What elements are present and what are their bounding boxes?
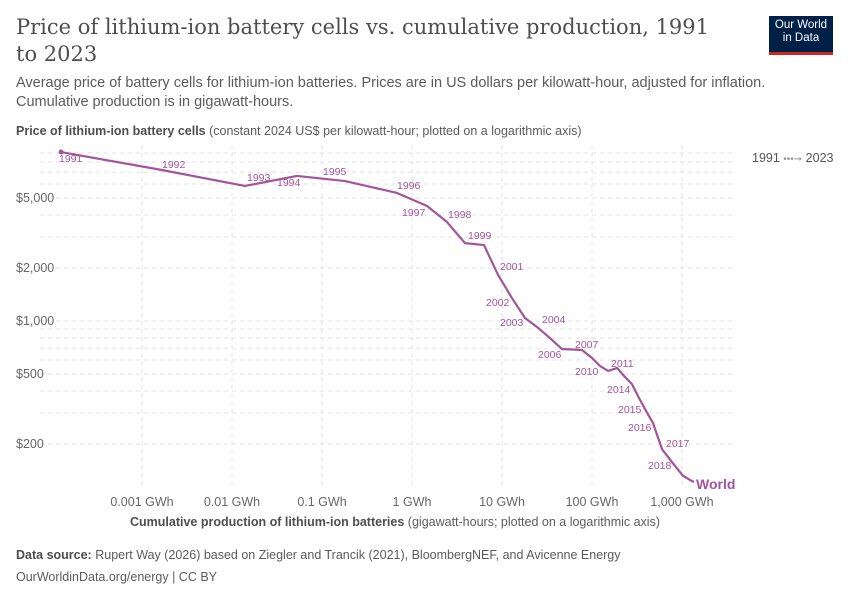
y-tick-label: $200 bbox=[16, 437, 44, 451]
year-label: 1995 bbox=[323, 166, 347, 178]
source-text: Rupert Way (2026) based on Ziegler and T… bbox=[95, 548, 621, 562]
arrow-icon: •••➞ bbox=[783, 154, 803, 165]
source-label: Data source: bbox=[16, 548, 92, 562]
x-tick-label: 10 GWh bbox=[479, 495, 525, 509]
y-axis-label: Price of lithium-ion battery cells (cons… bbox=[16, 124, 582, 138]
x-tick-label: 0.1 GWh bbox=[297, 495, 346, 509]
x-tick-label: 100 GWh bbox=[566, 495, 619, 509]
year-label: 1996 bbox=[397, 180, 421, 192]
year-label: 2002 bbox=[486, 297, 510, 309]
year-label: 2007 bbox=[575, 339, 599, 351]
x-axis-label-detail: (gigawatt-hours; plotted on a logarithmi… bbox=[407, 515, 661, 529]
y-tick-label: $5,000 bbox=[16, 191, 54, 205]
year-label: 2017 bbox=[666, 438, 690, 450]
y-axis-label-detail: (constant 2024 US$ per kilowatt-hour; pl… bbox=[209, 124, 582, 138]
y-tick-label: $500 bbox=[16, 367, 44, 381]
year-label: 2006 bbox=[538, 349, 562, 361]
year-label: 2015 bbox=[618, 404, 642, 416]
start-marker bbox=[58, 149, 64, 155]
x-tick-label: 0.001 GWh bbox=[110, 495, 173, 509]
legend-start: 1991 bbox=[752, 151, 780, 165]
chart-title: Price of lithium-ion battery cells vs. c… bbox=[16, 15, 710, 66]
y-tick-label: $1,000 bbox=[16, 314, 54, 328]
year-label: 1991 bbox=[59, 153, 83, 165]
year-label: 1992 bbox=[162, 159, 186, 171]
year-label: 1999 bbox=[468, 230, 492, 242]
x-axis-label-bold: Cumulative production of lithium-ion bat… bbox=[130, 515, 405, 529]
x-axis-label: Cumulative production of lithium-ion bat… bbox=[130, 515, 660, 529]
footer-url[interactable]: OurWorldinData.org/energy | CC BY bbox=[16, 570, 218, 584]
year-label: 2016 bbox=[628, 422, 652, 434]
year-label: 2010 bbox=[575, 366, 599, 378]
series-label-world: World bbox=[696, 476, 735, 492]
y-axis-label-bold: Price of lithium-ion battery cells bbox=[16, 124, 206, 138]
y-tick-label: $2,000 bbox=[16, 261, 54, 275]
owid-logo[interactable]: Our World in Data bbox=[769, 16, 833, 55]
year-label: 1994 bbox=[277, 177, 301, 189]
timeline-legend: 1991 •••➞ 2023 bbox=[752, 151, 833, 165]
series-line-world bbox=[60, 150, 695, 483]
year-label: 2003 bbox=[500, 317, 524, 329]
year-label: 2014 bbox=[607, 384, 631, 396]
year-label: 2004 bbox=[542, 314, 566, 326]
x-tick-label: 0.01 GWh bbox=[204, 495, 260, 509]
x-tick-label: 1 GWh bbox=[393, 495, 432, 509]
logo-text: Our World in Data bbox=[774, 19, 828, 44]
year-label: 2011 bbox=[611, 358, 634, 370]
year-label: 1993 bbox=[247, 172, 271, 184]
x-tick-label: 1,000 GWh bbox=[650, 495, 713, 509]
year-label: 1998 bbox=[448, 209, 472, 221]
chart-subtitle: Average price of battery cells for lithi… bbox=[16, 75, 766, 110]
legend-end: 2023 bbox=[805, 151, 834, 165]
year-label: 2001 bbox=[500, 261, 524, 273]
year-label: 2018 bbox=[648, 460, 672, 472]
data-source: Data source: Rupert Way (2026) based on … bbox=[16, 548, 621, 562]
year-label: 1997 bbox=[402, 207, 426, 219]
